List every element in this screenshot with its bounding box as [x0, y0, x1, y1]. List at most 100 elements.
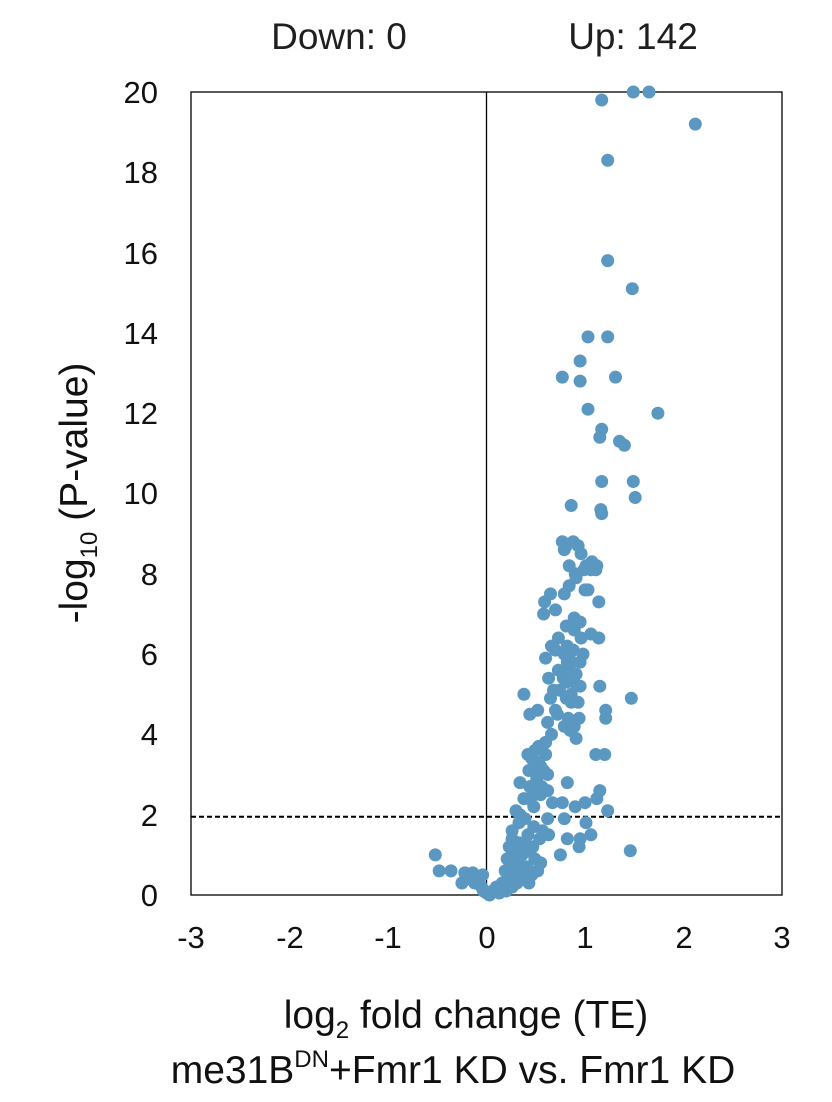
data-point	[595, 475, 609, 488]
data-point	[553, 848, 567, 862]
data-point	[534, 788, 548, 802]
data-point	[589, 748, 603, 761]
data-point	[555, 796, 569, 810]
y-tick-label: 20	[124, 75, 158, 110]
data-point	[476, 868, 490, 882]
x-tick-label: -1	[374, 920, 402, 955]
data-point	[560, 776, 574, 790]
data-point	[626, 475, 640, 488]
data-point	[642, 85, 656, 99]
comparison-subtitle-prefix: me31B	[171, 1049, 295, 1092]
data-point	[572, 840, 586, 854]
x-tick-label: 0	[478, 920, 495, 955]
data-point	[569, 731, 583, 745]
data-point	[432, 864, 446, 878]
data-point	[541, 715, 555, 729]
data-point	[546, 796, 559, 810]
data-point	[557, 543, 571, 557]
data-point	[579, 816, 593, 830]
data-point	[581, 583, 595, 597]
data-point	[522, 764, 536, 777]
x-axis-title-prefix: log	[284, 994, 336, 1037]
data-point	[537, 607, 551, 621]
y-tick-label: 18	[124, 155, 158, 190]
data-point	[568, 800, 582, 814]
data-point	[625, 282, 639, 296]
up-count-label: Up: 142	[568, 16, 698, 57]
data-point	[601, 254, 615, 268]
y-tick-label: 16	[124, 236, 158, 271]
data-point	[617, 438, 631, 452]
x-tick-labels: -3 -2 -1 0 1 2 3	[177, 920, 790, 955]
data-point	[578, 796, 592, 810]
data-point	[592, 595, 606, 609]
y-tick-label: 4	[141, 717, 158, 752]
data-point	[581, 330, 595, 344]
data-point	[544, 691, 557, 705]
data-point	[651, 406, 665, 420]
x-tick-label: 3	[773, 920, 790, 955]
data-point	[542, 828, 556, 842]
data-point	[513, 776, 527, 790]
y-tick-label: 8	[141, 557, 158, 592]
data-point	[560, 832, 574, 846]
data-point	[541, 768, 555, 781]
y-tick-labels: 0 2 4 6 8 10 12 14 16 18 20	[124, 75, 158, 913]
y-axis-title: -log10 (P-value)	[53, 363, 103, 624]
y-tick-label: 0	[141, 878, 158, 913]
data-point	[549, 603, 562, 617]
x-tick-label: -3	[177, 920, 205, 955]
comparison-subtitle-superscript: DN	[294, 1046, 329, 1073]
data-point	[623, 844, 637, 858]
y-tick-label: 12	[124, 396, 158, 431]
data-point	[555, 370, 569, 384]
data-point	[581, 402, 595, 416]
data-point	[574, 631, 588, 645]
data-point	[624, 691, 638, 705]
data-point	[573, 655, 587, 669]
data-point	[527, 800, 541, 814]
data-point	[593, 430, 607, 444]
data-point	[595, 93, 609, 107]
data-point	[522, 876, 536, 890]
data-point	[541, 812, 555, 826]
comparison-subtitle-suffix: +Fmr1 KD vs. Fmr1 KD	[329, 1049, 735, 1092]
data-point	[626, 85, 640, 99]
data-point	[444, 864, 458, 878]
comparison-subtitle: me31BDN+Fmr1 KD vs. Fmr1 KD	[171, 1046, 736, 1092]
y-tick-label: 14	[124, 316, 158, 351]
data-point	[593, 679, 607, 693]
data-point	[573, 374, 587, 388]
x-axis-title: log2 fold change (TE)	[284, 994, 649, 1044]
data-point	[483, 888, 496, 902]
data-point	[523, 707, 537, 721]
data-point	[609, 370, 622, 384]
data-point	[557, 812, 571, 826]
data-point	[592, 631, 606, 645]
data-point	[557, 587, 571, 601]
down-count-label: Down: 0	[271, 16, 407, 57]
data-point	[599, 711, 613, 725]
x-tick-label: -2	[276, 920, 304, 955]
data-point	[542, 671, 556, 685]
data-point	[574, 547, 588, 561]
x-tick-label: 1	[576, 920, 593, 955]
data-point	[601, 330, 615, 344]
data-point	[550, 707, 564, 721]
y-axis-title-prefix: -log	[53, 558, 96, 623]
data-points	[428, 85, 702, 902]
data-point	[628, 491, 642, 504]
data-point	[593, 784, 607, 798]
data-point	[428, 848, 442, 862]
data-point	[458, 866, 472, 880]
data-point	[571, 695, 585, 709]
x-axis-title-suffix: fold change (TE)	[349, 994, 648, 1037]
data-point	[492, 886, 506, 900]
data-point	[601, 153, 615, 167]
y-tick-label: 6	[141, 637, 158, 672]
data-point	[573, 354, 587, 368]
data-point	[589, 563, 603, 577]
data-point	[538, 595, 552, 609]
x-tick-label: 2	[675, 920, 692, 955]
